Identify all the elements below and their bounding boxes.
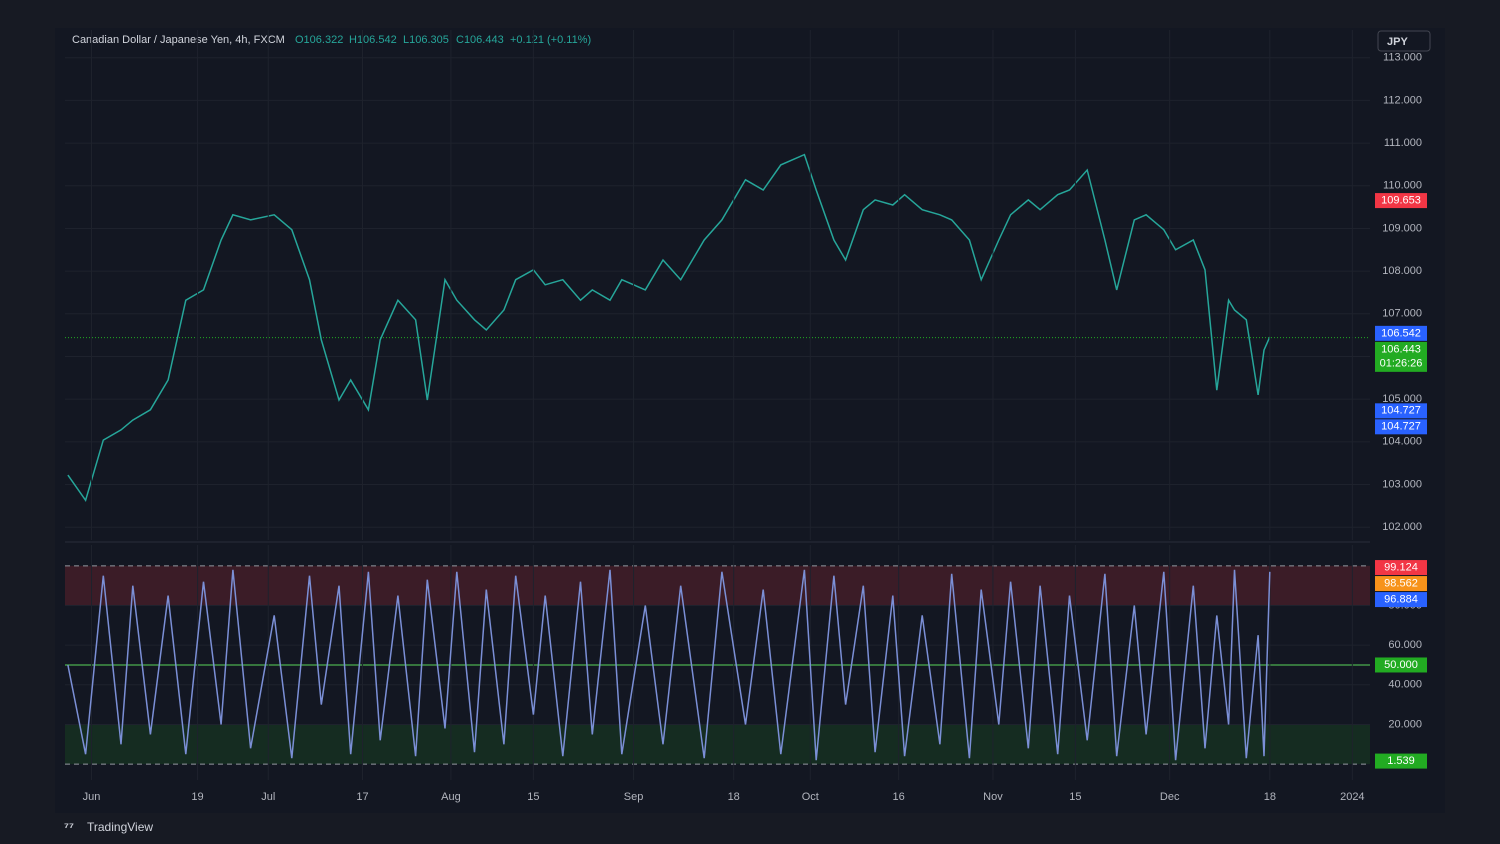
- y-tick-label: 107.000: [1382, 308, 1422, 320]
- y-tick-label: 60.000: [1388, 639, 1422, 651]
- price-label: 98.562: [1384, 577, 1418, 589]
- price-label: 50.000: [1384, 659, 1418, 671]
- y-tick-label: 112.000: [1383, 94, 1422, 106]
- price-label: 99.124: [1384, 561, 1418, 573]
- price-label: 109.653: [1381, 194, 1421, 206]
- x-tick-label: 2024: [1340, 791, 1364, 803]
- y-tick-label: 104.000: [1382, 436, 1422, 448]
- price-label-box: [1375, 419, 1427, 435]
- y-tick-label: 113.000: [1383, 52, 1422, 64]
- y-tick-label: 109.000: [1382, 222, 1422, 234]
- price-label: 106.542: [1381, 327, 1421, 339]
- ohlc-open: O106.322: [295, 34, 343, 46]
- y-tick-label: 110.000: [1383, 180, 1422, 192]
- price-label-box: [1375, 341, 1427, 372]
- y-tick-label: 108.000: [1382, 265, 1422, 277]
- x-tick-label: 19: [191, 791, 203, 803]
- x-tick-label: Nov: [983, 791, 1003, 803]
- price-label: 104.727: [1381, 405, 1421, 417]
- oversold-zone: [65, 724, 1370, 765]
- y-tick-label: 102.000: [1382, 521, 1422, 533]
- symbol: Canadian Dollar / Japanese Yen, 4h, FXCM: [72, 34, 285, 46]
- series-line: [67, 569, 1271, 761]
- brand: TradingView: [87, 820, 153, 834]
- x-tick-label: Dec: [1160, 791, 1180, 803]
- x-tick-label: Jul: [261, 791, 275, 803]
- y-tick-label: 103.000: [1382, 478, 1422, 490]
- price-label: 106.443: [1381, 343, 1421, 355]
- x-tick-label: 18: [728, 791, 740, 803]
- ohlc-high: H106.542: [349, 34, 397, 46]
- ohlc-change: +0.121 (+0.11%): [510, 34, 591, 46]
- price-label-box: [1375, 325, 1427, 341]
- x-tick-label: 17: [356, 791, 368, 803]
- y-tick-label: 105.000: [1382, 393, 1422, 405]
- price-label: 1.539: [1387, 755, 1415, 767]
- countdown: 01:26:26: [1380, 357, 1423, 369]
- ohlc-close: C106.443: [456, 34, 504, 46]
- x-tick-label: 18: [1264, 791, 1276, 803]
- price-label-box: [1375, 560, 1427, 576]
- price-label-box: [1375, 403, 1427, 419]
- price-label-box: [1375, 753, 1427, 769]
- price-label-box: [1375, 193, 1427, 209]
- x-tick-label: Oct: [802, 791, 819, 803]
- x-tick-label: Aug: [441, 791, 461, 803]
- currency-box: [1377, 30, 1431, 52]
- x-tick-label: 15: [527, 791, 539, 803]
- series-line: [67, 153, 1271, 503]
- x-tick-label: Sep: [624, 791, 644, 803]
- price-label-box: [1375, 657, 1427, 673]
- currency: JPY: [1387, 36, 1408, 48]
- price-label: 96.884: [1384, 593, 1418, 605]
- y-tick-label: 40.000: [1388, 679, 1422, 691]
- chart-frame: [55, 28, 1445, 813]
- price-label: 104.727: [1381, 421, 1421, 433]
- brand: ⁷⁷: [64, 820, 74, 834]
- y-tick-label: 20.000: [1388, 718, 1422, 730]
- ohlc-low: L106.305: [403, 34, 449, 46]
- price-label-box: [1375, 592, 1427, 608]
- x-tick-label: 15: [1069, 791, 1081, 803]
- x-tick-label: 16: [893, 791, 905, 803]
- y-tick-label: 111.000: [1384, 137, 1422, 149]
- x-tick-label: Jun: [83, 791, 101, 803]
- overbought-zone: [65, 565, 1370, 606]
- price-label-box: [1375, 576, 1427, 592]
